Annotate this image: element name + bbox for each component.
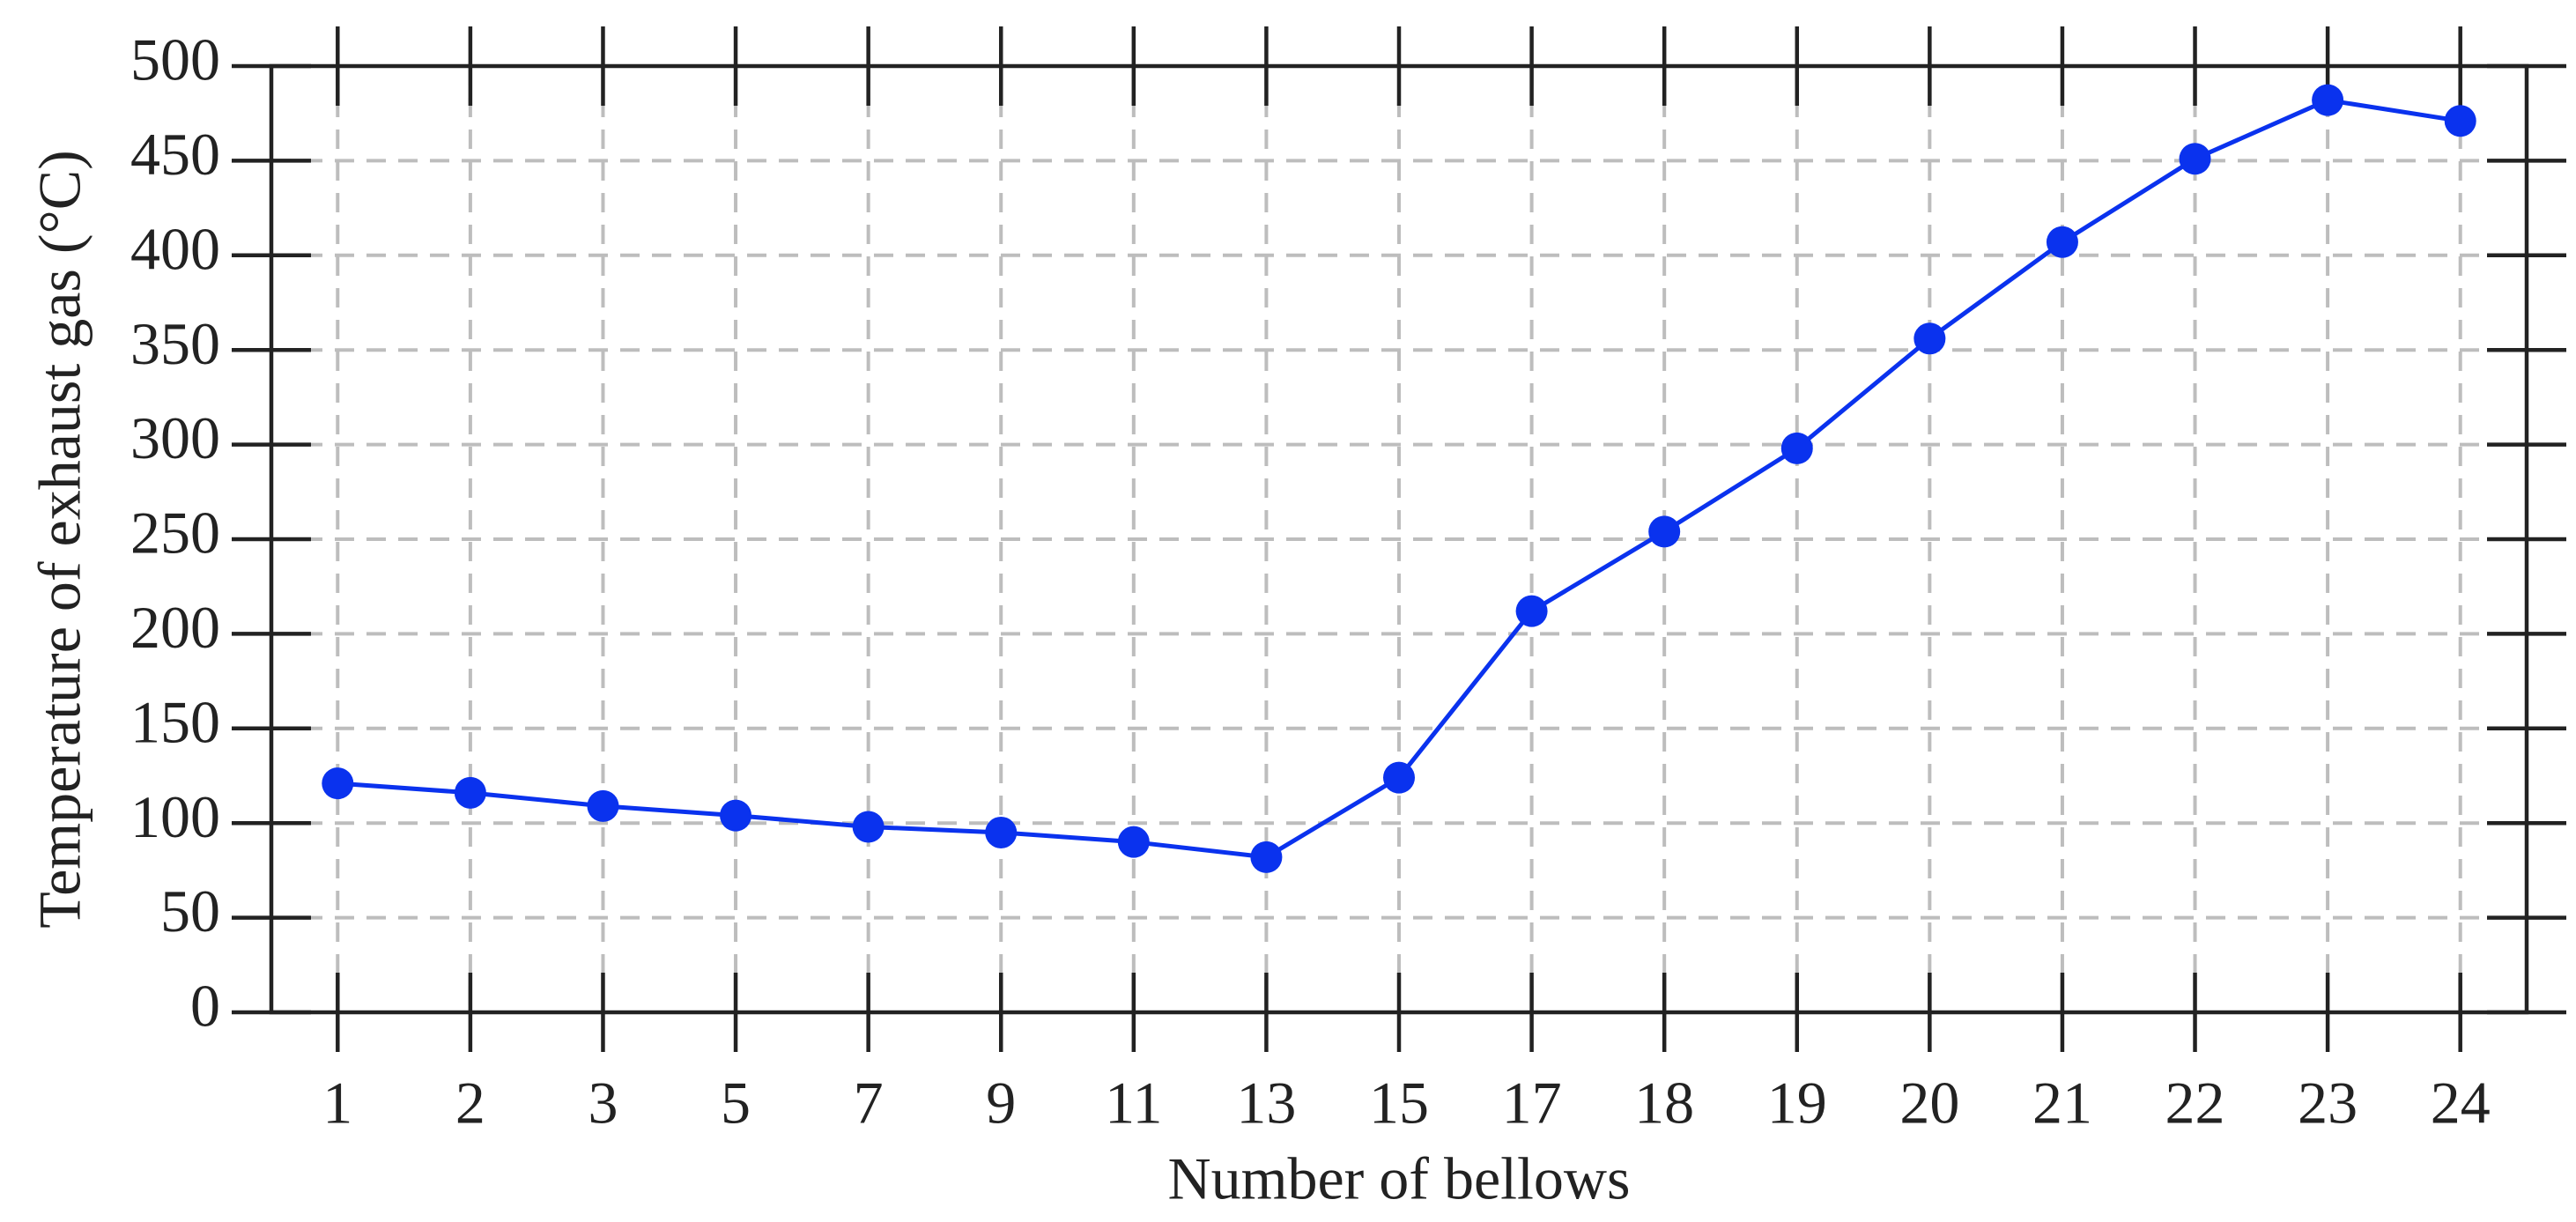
y-tick-label: 50 [160,878,220,944]
x-tick-label: 21 [2032,1070,2092,1137]
x-tick-label: 15 [1369,1070,1429,1137]
data-point [587,789,619,822]
data-point [322,767,354,800]
data-point [985,816,1018,848]
data-point [1515,595,1548,627]
y-tick-label: 350 [130,310,220,377]
data-point [454,776,486,809]
data-point [1383,761,1415,794]
x-tick-label: 18 [1634,1070,1694,1137]
y-axis-label: Temperature of exhaust gas (°C) [26,150,93,928]
data-point [2444,105,2476,137]
x-tick-label: 17 [1502,1070,1562,1137]
x-tick-label: 3 [588,1070,618,1137]
x-tick-label: 20 [1899,1070,1959,1137]
x-tick-label: 5 [721,1070,751,1137]
x-tick-label: 1 [322,1070,352,1137]
y-tick-label: 400 [130,215,220,282]
y-tick-label: 300 [130,404,220,471]
y-tick-label: 150 [130,688,220,755]
y-tick-label: 500 [130,26,220,93]
data-point [1250,841,1283,873]
data-point [2179,143,2211,175]
x-tick-label: 22 [2165,1070,2225,1137]
y-tick-label: 100 [130,783,220,850]
data-point [1648,515,1681,548]
x-axis-label: Number of bellows [1167,1145,1630,1212]
data-point [1780,432,1813,464]
x-tick-label: 24 [2431,1070,2491,1137]
x-tick-label: 7 [854,1070,884,1137]
x-tick-label: 13 [1236,1070,1296,1137]
x-tick-label: 11 [1105,1070,1162,1137]
x-tick-label: 19 [1767,1070,1827,1137]
data-point [1117,826,1150,858]
data-point [2312,84,2344,116]
x-tick-label: 23 [2298,1070,2358,1137]
data-point [2046,226,2078,258]
x-tick-label: 2 [455,1070,485,1137]
x-tick-label: 9 [986,1070,1016,1137]
data-point [720,799,752,832]
y-tick-label: 0 [190,973,220,1040]
y-tick-label: 450 [130,121,220,188]
data-point [1913,322,1946,355]
data-point [852,811,885,843]
y-tick-label: 200 [130,594,220,661]
y-tick-label: 250 [130,500,220,567]
